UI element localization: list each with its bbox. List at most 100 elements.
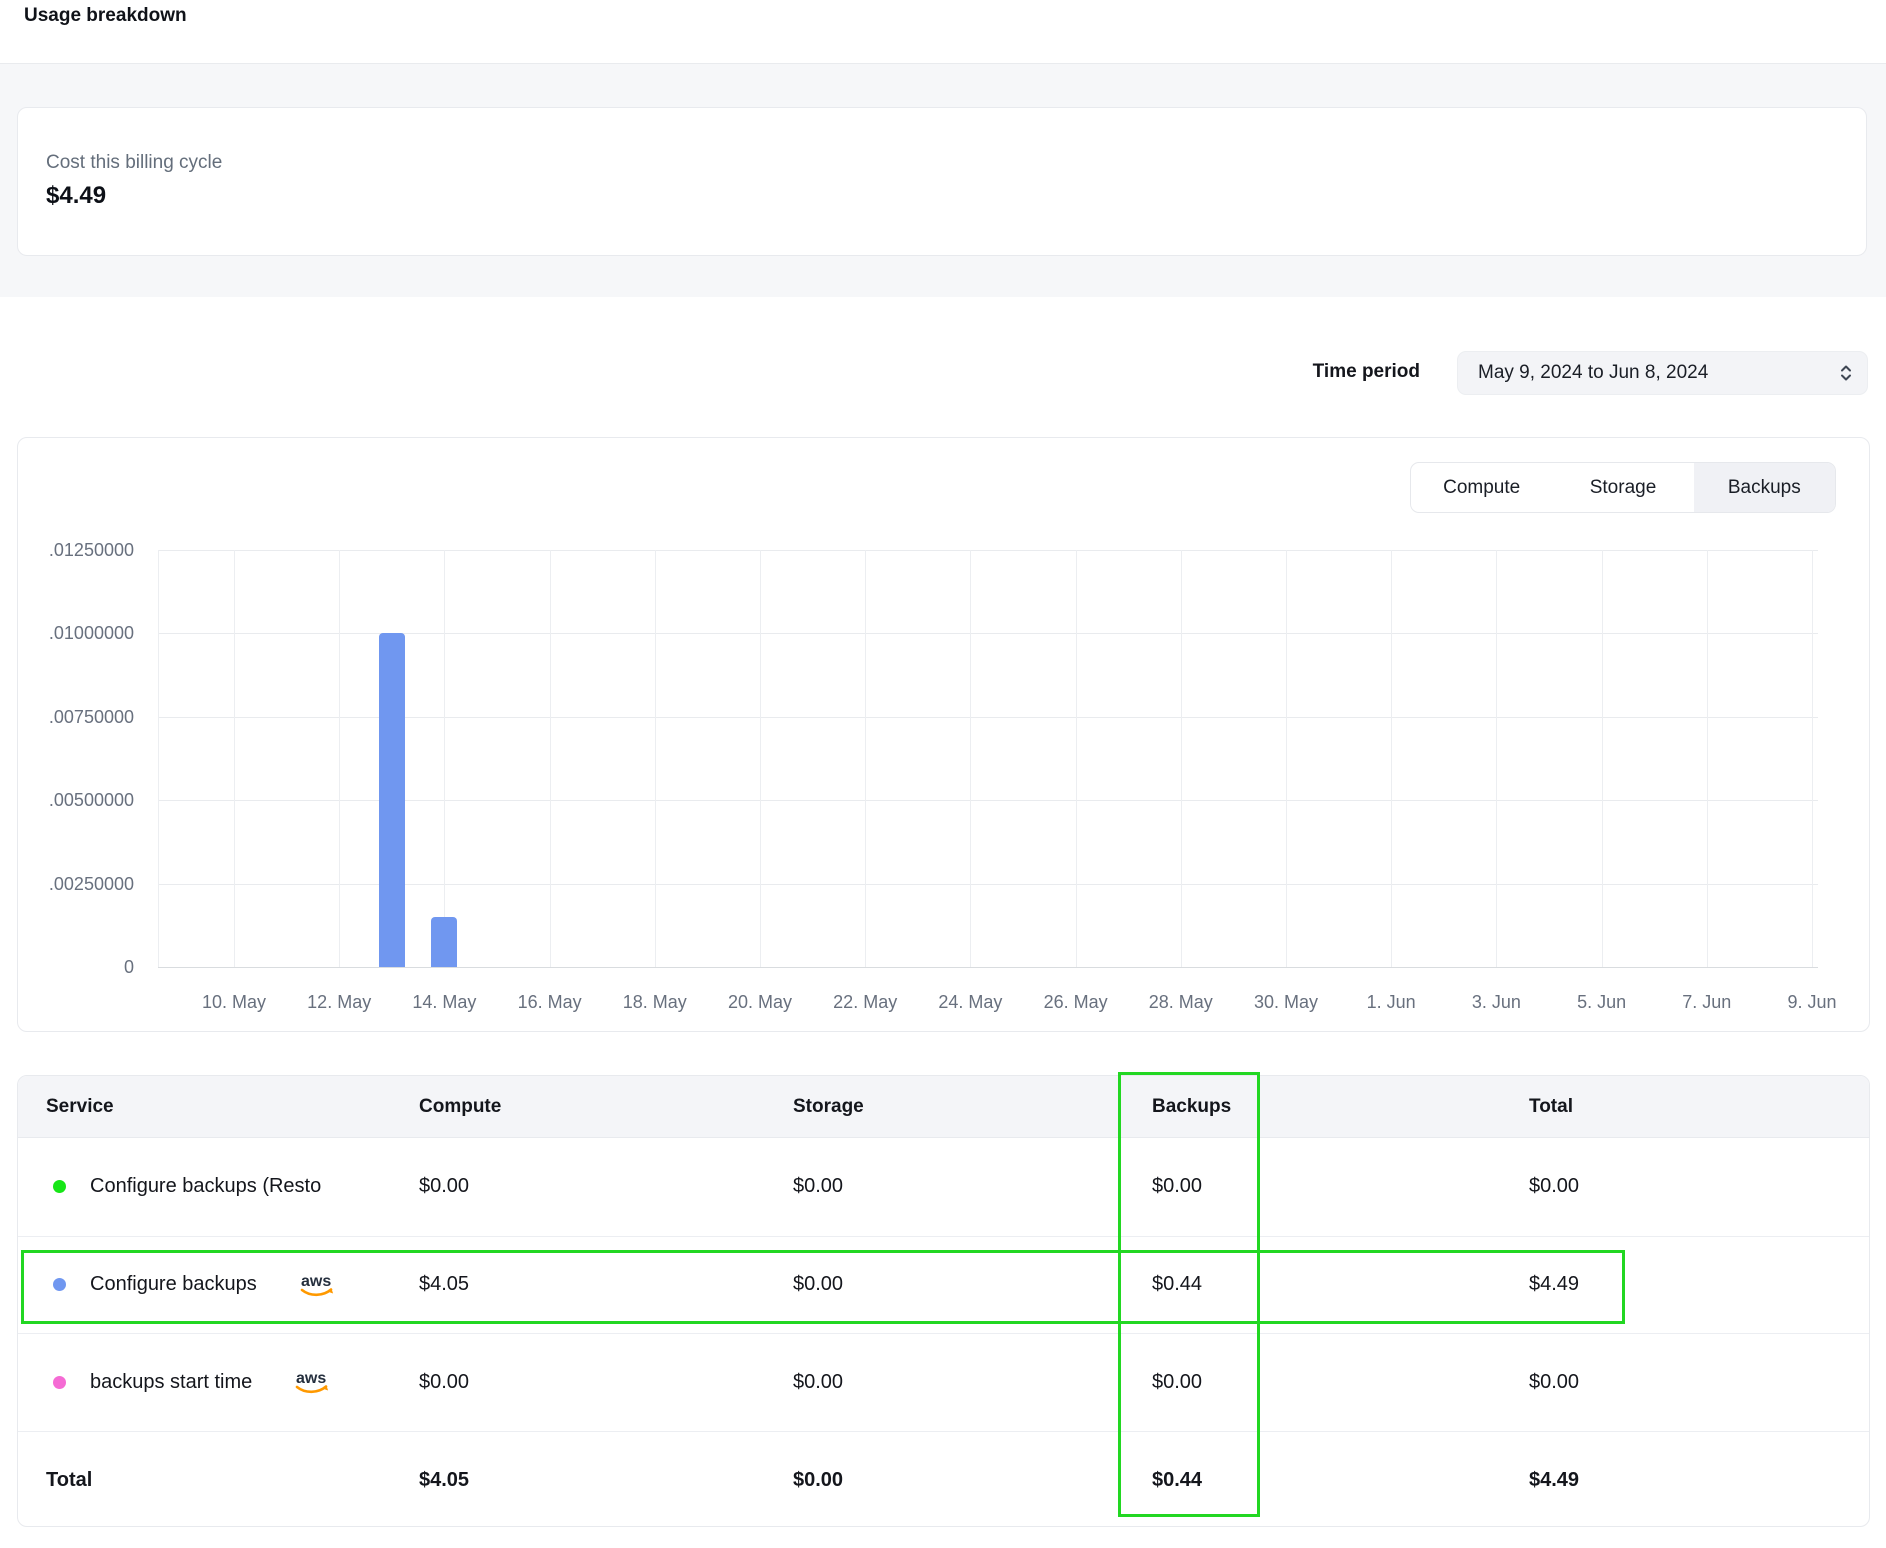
y-axis-tick-label: .01250000 xyxy=(48,540,134,560)
x-axis-tick-label: 30. May xyxy=(1253,992,1319,1012)
compute-cell: $0.00 xyxy=(419,1370,470,1393)
service-name: backups start time xyxy=(90,1370,253,1393)
service-cell: Configure backups (Resto xyxy=(53,1138,321,1235)
storage-cell: $0.00 xyxy=(793,1370,844,1393)
y-axis-tick-label: .00750000 xyxy=(48,706,134,727)
service-color-dot xyxy=(53,1375,66,1389)
y-axis-tick-label: .01000000 xyxy=(48,623,134,644)
tab-backups[interactable]: Backups xyxy=(1693,463,1835,512)
time-period-label: Time period xyxy=(1312,361,1420,382)
header-compute: Compute xyxy=(419,1096,502,1117)
tab-compute[interactable]: Compute xyxy=(1443,476,1521,498)
table-total-row: Total $4.05 $0.00 $0.44 $4.49 xyxy=(18,1431,1869,1526)
service-color-dot xyxy=(53,1180,66,1193)
backups-cell: $0.44 xyxy=(1152,1273,1203,1295)
compute-cell: $0.00 xyxy=(419,1175,470,1197)
y-axis-tick-label: 0 xyxy=(123,957,134,977)
x-gridline xyxy=(1391,550,1393,967)
aws-logo-icon: aws xyxy=(292,1368,332,1402)
table-row: Configure backups aws $4.05 $0.00 $0.44 $4.… xyxy=(18,1235,1869,1333)
service-cell: Configure backups aws xyxy=(53,1237,337,1333)
chart-tabs: Compute Storage Backups xyxy=(1410,462,1836,513)
table-row: backups start time aws $0.00 $0.00 $0.00 $0… xyxy=(18,1333,1869,1430)
x-gridline xyxy=(970,550,972,967)
header-total: Total xyxy=(1529,1096,1573,1117)
x-axis-tick-label: 28. May xyxy=(1148,992,1213,1012)
x-axis-tick-label: 26. May xyxy=(1043,992,1108,1012)
y-axis-tick-label: .00250000 xyxy=(48,873,134,894)
chevron-up-down-icon xyxy=(1839,362,1853,389)
x-gridline xyxy=(1180,550,1182,967)
x-axis-tick-label: 20. May xyxy=(727,992,793,1012)
total-row-label: Total xyxy=(46,1468,93,1491)
time-period-select[interactable]: May 9, 2024 to Jun 8, 2024 xyxy=(1457,351,1868,395)
x-axis-tick-label: 22. May xyxy=(833,992,898,1012)
x-axis-tick-label: 24. May xyxy=(938,992,1003,1012)
x-axis-tick-label: 5. Jun xyxy=(1577,992,1627,1012)
table-row: Configure backups (Resto $0.00 $0.00 $0.00 $… xyxy=(18,1138,1869,1235)
svg-text:aws: aws xyxy=(301,1273,331,1290)
cost-card-label: Cost this billing cycle xyxy=(46,152,223,173)
total-row-total: $4.49 xyxy=(1529,1468,1580,1491)
total-cell: $0.00 xyxy=(1529,1370,1580,1393)
total-cell: $4.49 xyxy=(1529,1273,1580,1295)
header-storage: Storage xyxy=(793,1096,864,1117)
total-row-compute: $4.05 xyxy=(419,1468,470,1491)
x-gridline xyxy=(1706,550,1708,967)
x-axis-tick-label: 16. May xyxy=(517,992,582,1012)
x-gridline xyxy=(234,550,235,967)
service-cell: backups start time aws xyxy=(53,1334,332,1430)
storage-cell: $0.00 xyxy=(793,1175,844,1197)
backups-cell: $0.00 xyxy=(1152,1175,1203,1197)
total-cell: $0.00 xyxy=(1529,1175,1580,1197)
total-row-backups: $0.44 xyxy=(1152,1468,1203,1491)
x-axis-tick-label: 3. Jun xyxy=(1471,992,1521,1012)
x-gridline xyxy=(654,550,656,967)
x-gridline xyxy=(760,550,761,967)
x-gridline xyxy=(1286,550,1287,967)
x-axis-tick-label: 18. May xyxy=(622,992,687,1012)
storage-cell: $0.00 xyxy=(793,1273,844,1295)
x-axis-tick-label: 14. May xyxy=(412,992,477,1012)
table-header-row: Service Compute Storage Backups Total xyxy=(18,1076,1869,1138)
y-gridline xyxy=(158,550,1818,551)
x-axis-tick-label: 1. Jun xyxy=(1366,992,1416,1012)
y-axis-tick-label: .00500000 xyxy=(48,790,134,811)
svg-text:aws: aws xyxy=(296,1370,326,1387)
x-gridline xyxy=(444,550,446,967)
compute-cell: $4.05 xyxy=(419,1273,470,1295)
y-gridline xyxy=(158,800,1818,802)
chart-bar-14-may[interactable] xyxy=(431,917,458,967)
cost-card: Cost this billing cycle $4.49 xyxy=(17,107,1867,256)
service-cost-table: Service Compute Storage Backups Total Co… xyxy=(17,1075,1870,1527)
billing-summary-band: Cost this billing cycle $4.49 xyxy=(0,63,1886,297)
x-gridline xyxy=(1075,550,1077,967)
header-service: Service xyxy=(46,1096,114,1117)
y-gridline xyxy=(158,633,1818,635)
x-gridline xyxy=(865,550,867,967)
tab-storage[interactable]: Storage xyxy=(1589,476,1657,498)
usage-chart-card: Compute Storage Backups .01250000 .01000000… xyxy=(17,437,1870,1032)
x-axis-tick-label: 10. May xyxy=(201,992,267,1012)
x-gridline xyxy=(1601,550,1603,967)
total-row-storage: $0.00 xyxy=(793,1468,844,1491)
chart-bar-13-may[interactable] xyxy=(378,633,405,967)
y-gridline xyxy=(158,883,1818,885)
page-title: Usage breakdown xyxy=(24,5,187,26)
cost-card-value: $4.49 xyxy=(46,182,107,209)
header-backups: Backups xyxy=(1152,1096,1232,1117)
x-gridline xyxy=(1496,550,1498,967)
time-period-value: May 9, 2024 to Jun 8, 2024 xyxy=(1478,362,1709,383)
x-axis-tick-label: 7. Jun xyxy=(1682,992,1732,1012)
y-axis-line xyxy=(158,550,159,967)
x-axis-tick-label: 12. May xyxy=(307,992,372,1012)
x-gridline xyxy=(549,550,551,967)
x-gridline xyxy=(339,550,341,967)
service-color-dot xyxy=(53,1278,66,1291)
y-gridline xyxy=(158,967,1818,968)
service-name: Configure backups (Resto xyxy=(90,1175,322,1197)
x-axis-tick-label: 9. Jun xyxy=(1787,992,1837,1012)
aws-logo-icon: aws xyxy=(297,1271,337,1305)
service-name: Configure backups xyxy=(90,1273,257,1295)
